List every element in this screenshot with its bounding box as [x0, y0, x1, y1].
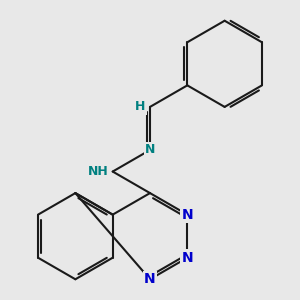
Text: N: N [144, 272, 156, 286]
Text: NH: NH [88, 165, 108, 178]
Text: N: N [145, 143, 155, 157]
Text: N: N [182, 251, 193, 265]
Text: N: N [182, 208, 193, 222]
Text: H: H [135, 100, 146, 113]
